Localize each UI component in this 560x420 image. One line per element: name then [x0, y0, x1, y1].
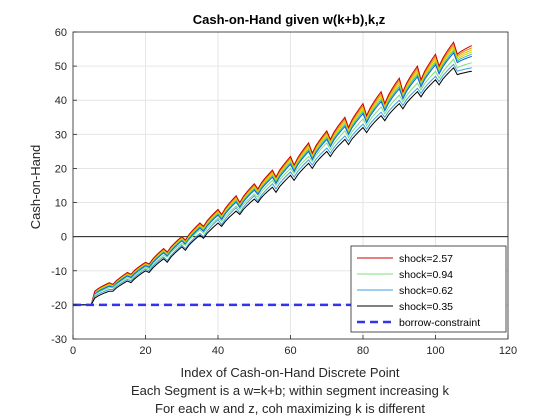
- legend-entry: shock=0.62: [399, 285, 453, 297]
- x-axis-caption-line-3: For each w and z, coh maximizing k is di…: [155, 401, 425, 416]
- chart-title: Cash-on-Hand given w(k+b),k,z: [193, 12, 386, 27]
- legend-entry: shock=0.94: [399, 269, 453, 281]
- x-tick-label: 60: [284, 345, 296, 357]
- x-axis-caption-line-2: Each Segment is a w=k+b; within segment …: [131, 383, 449, 398]
- y-tick-label: 50: [55, 61, 67, 73]
- y-tick-label: 10: [55, 198, 67, 210]
- x-tick-label: 120: [499, 345, 517, 357]
- y-tick-label: 40: [55, 95, 67, 107]
- y-tick-label: 60: [55, 27, 67, 39]
- y-tick-label: -10: [51, 266, 67, 278]
- legend-entry: borrow-constraint: [399, 317, 480, 329]
- x-tick-label: 100: [426, 345, 444, 357]
- y-axis-label: Cash-on-Hand: [28, 145, 43, 230]
- y-tick-label: 30: [55, 129, 67, 141]
- x-tick-label: 40: [212, 345, 224, 357]
- x-tick-label: 80: [357, 345, 369, 357]
- x-tick-label: 0: [70, 345, 76, 357]
- legend-entry: shock=0.35: [399, 301, 453, 313]
- legend-entry: shock=2.57: [399, 253, 453, 265]
- y-tick-label: -20: [51, 300, 67, 312]
- y-tick-label: 20: [55, 163, 67, 175]
- x-axis-label: Index of Cash-on-Hand Discrete Point: [181, 365, 400, 380]
- x-tick-label: 20: [139, 345, 151, 357]
- legend: shock=2.57 shock=0.94 shock=0.62 shock=0.35…: [351, 246, 506, 332]
- y-tick-label: 0: [61, 232, 67, 244]
- y-tick-label: -30: [51, 334, 67, 346]
